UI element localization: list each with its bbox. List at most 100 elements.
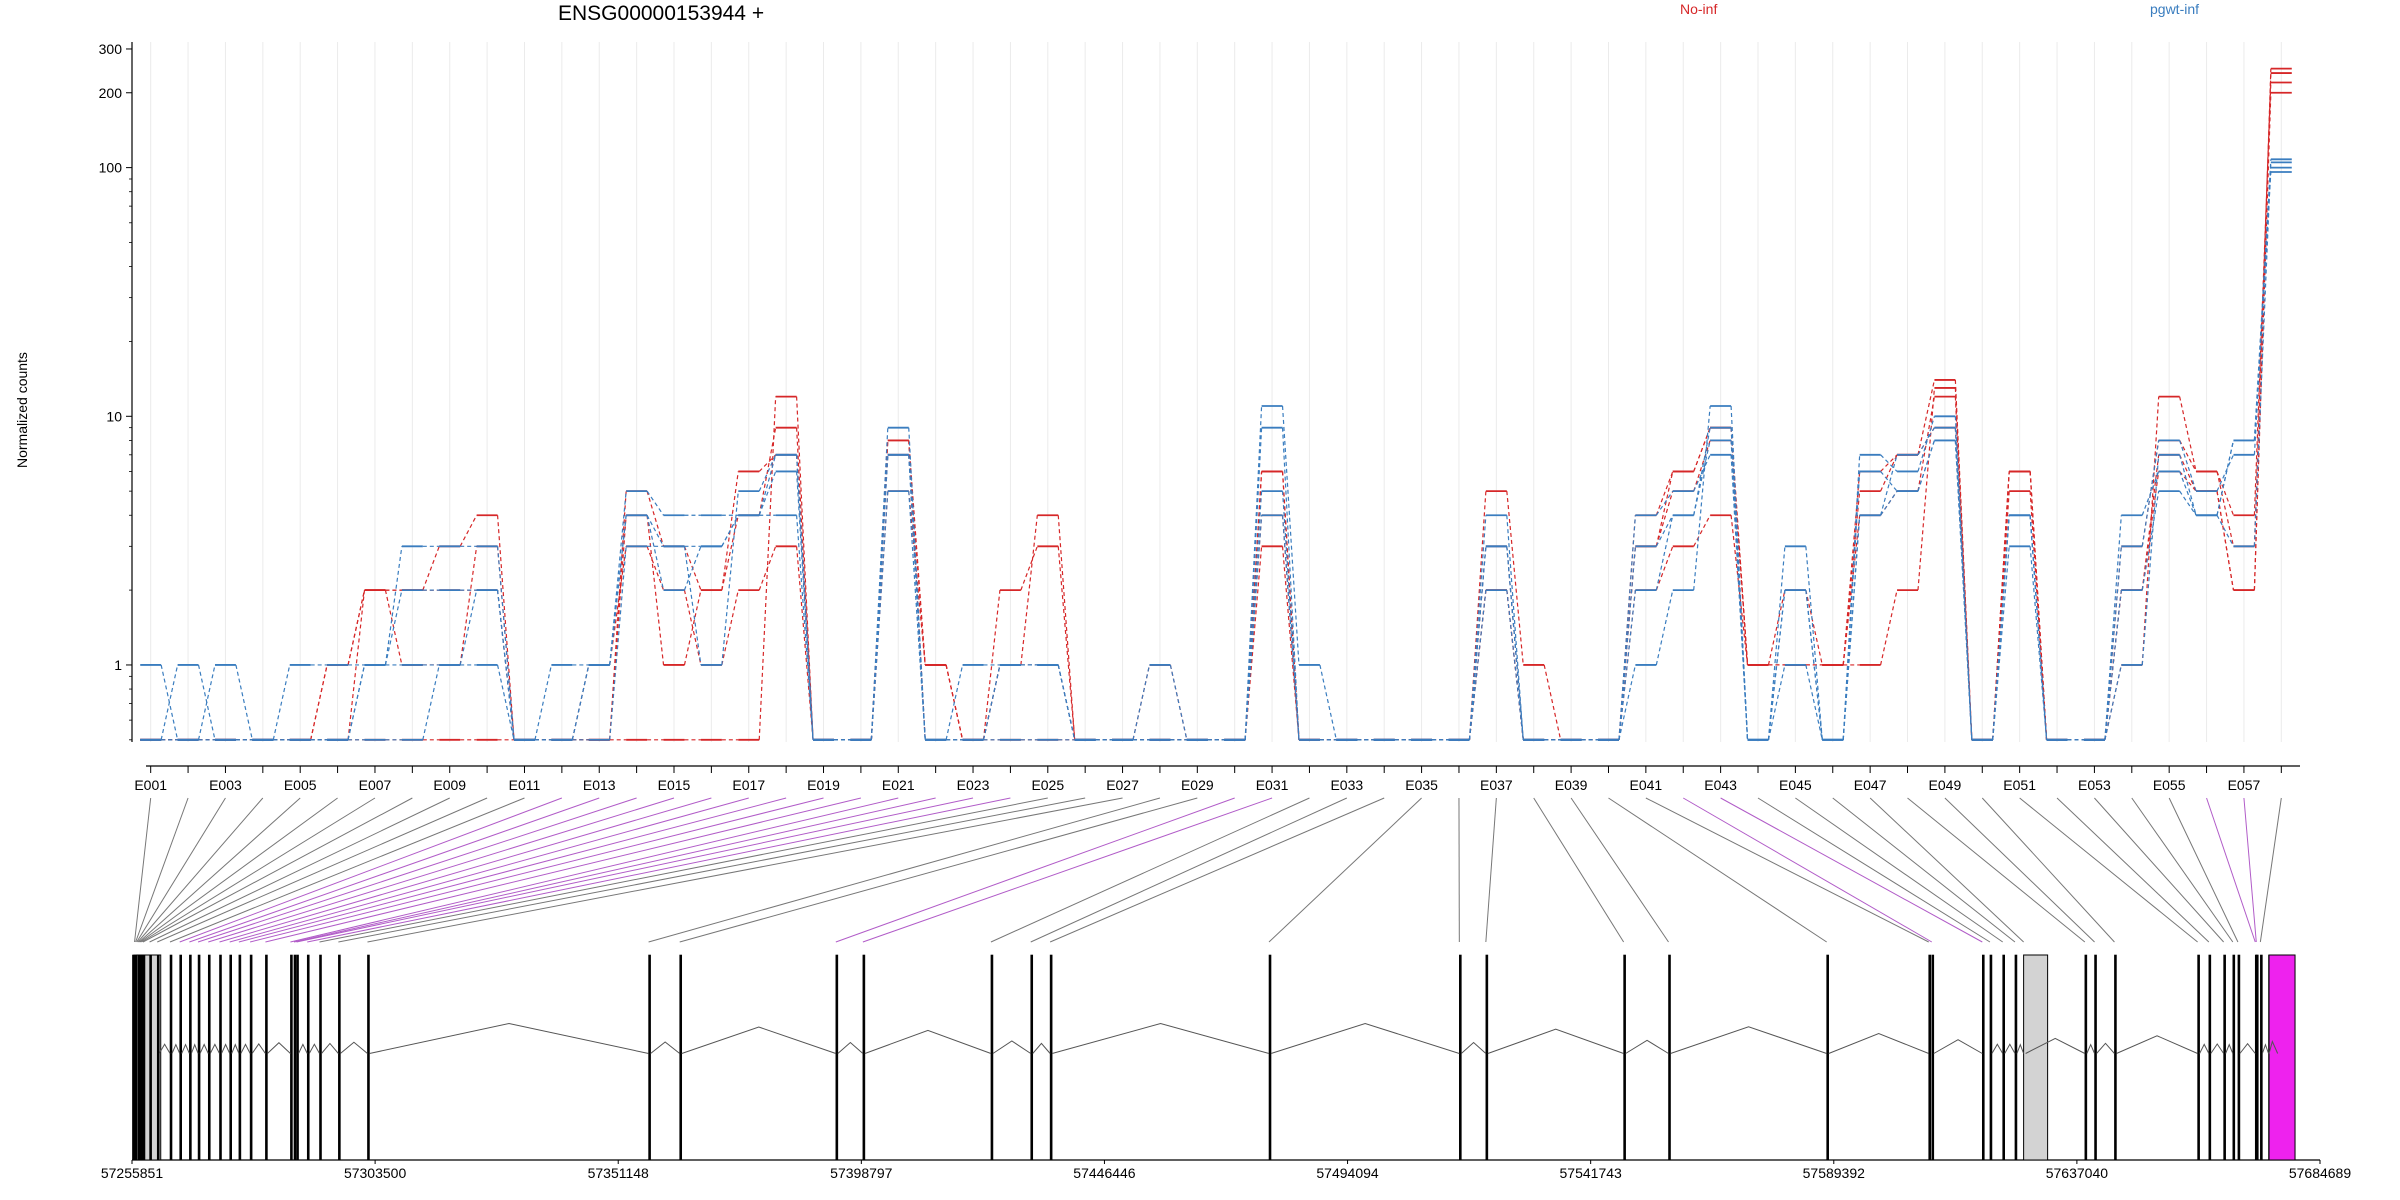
series-connector xyxy=(1730,427,1749,666)
exon-block xyxy=(1030,954,1034,1161)
series-connector xyxy=(1655,471,1674,516)
series-connector xyxy=(646,515,665,591)
x-tick-label: E031 xyxy=(1256,777,1289,793)
series-connector xyxy=(1693,440,1711,492)
series-connector xyxy=(1805,546,1823,740)
series-connector xyxy=(1281,405,1300,665)
series-connector xyxy=(1244,546,1263,740)
intron-line xyxy=(267,1042,291,1054)
series-connector xyxy=(496,664,515,740)
intron-line xyxy=(2116,1035,2198,1054)
series-connector xyxy=(1805,589,1823,666)
series-connector xyxy=(982,664,1001,740)
exon-block xyxy=(296,954,299,1161)
x-tick-label: E015 xyxy=(658,777,691,793)
series-connector xyxy=(1244,427,1263,740)
series-connector xyxy=(646,490,665,516)
exon-block xyxy=(2014,954,2018,1161)
series-8 xyxy=(140,171,2292,741)
series-connector xyxy=(1693,427,1711,516)
exon-block xyxy=(1623,954,1626,1161)
series-connector xyxy=(1468,546,1487,740)
genome-tick-label: 57255851 xyxy=(101,1165,164,1181)
exon-connector xyxy=(1795,797,2003,943)
exon-connector xyxy=(338,797,1086,943)
series-connector xyxy=(1618,546,1636,740)
series-connector xyxy=(2253,82,2272,516)
exon-block xyxy=(293,954,297,1161)
x-tick-label: E053 xyxy=(2078,777,2111,793)
series-connector xyxy=(721,589,739,666)
exon-connector xyxy=(290,797,899,943)
series-connector xyxy=(646,546,665,591)
exon-block xyxy=(990,954,994,1161)
series-connector xyxy=(609,546,627,740)
series-connector xyxy=(1655,490,1674,516)
exon-block xyxy=(169,954,173,1161)
exon-block xyxy=(1989,954,1993,1161)
series-connector xyxy=(2141,454,2160,666)
intron-line xyxy=(2004,1043,2016,1054)
intron-line xyxy=(2199,1043,2210,1054)
series-connector xyxy=(496,590,515,740)
exon-connector xyxy=(136,797,226,943)
exon-connector xyxy=(990,797,1310,943)
x-tick-label: E011 xyxy=(509,777,541,793)
series-connector xyxy=(758,427,777,516)
series-connector xyxy=(758,454,777,472)
x-tick-label: E045 xyxy=(1779,777,1812,793)
exon-connector xyxy=(219,797,712,943)
exon-connector xyxy=(189,797,600,943)
exon-connector xyxy=(1049,797,1385,943)
exon-connector xyxy=(1268,797,1422,943)
exon-connector xyxy=(135,797,189,943)
series-connector xyxy=(1655,471,1674,547)
exon-block-highlight xyxy=(2268,954,2296,1161)
x-tick-label: E003 xyxy=(209,777,242,793)
series-connector xyxy=(1169,664,1188,740)
series-connector xyxy=(721,515,739,591)
intron-line xyxy=(1460,1041,1487,1054)
series-connector xyxy=(1319,664,1337,740)
exon-block xyxy=(179,954,183,1161)
exon-block xyxy=(2255,954,2259,1161)
series-connector xyxy=(1880,490,1898,516)
y-tick-label: 200 xyxy=(99,85,123,101)
exon-connector xyxy=(648,797,1161,943)
intron-line xyxy=(2210,1043,2225,1054)
genome-tick-label: 57494094 xyxy=(1316,1165,1379,1181)
exon-connector xyxy=(2056,797,2210,943)
exon-connector xyxy=(1030,797,1348,943)
exon-connector xyxy=(238,797,787,943)
exon-connector xyxy=(1944,797,2095,943)
series-connector xyxy=(1281,427,1300,740)
exon-block xyxy=(2208,954,2212,1161)
genome-tick-label: 57398797 xyxy=(830,1165,893,1181)
series-connector xyxy=(2141,396,2160,665)
x-tick-label: E033 xyxy=(1330,777,1363,793)
series-connector xyxy=(2253,171,2272,441)
series-connector xyxy=(796,396,814,740)
exon-block xyxy=(1928,954,1932,1161)
series-connector xyxy=(2179,490,2197,516)
series-connector xyxy=(1506,590,1524,740)
series-connector xyxy=(2216,491,2235,591)
x-tick-label: E007 xyxy=(359,777,392,793)
exon-block xyxy=(2197,954,2200,1161)
series-connector xyxy=(758,396,777,740)
series-connector xyxy=(197,664,216,740)
exon-block xyxy=(207,954,211,1161)
x-tick-label: E019 xyxy=(807,777,840,793)
series-connector xyxy=(2104,590,2122,740)
exon-connector xyxy=(142,797,413,943)
series-connector xyxy=(1992,546,2010,740)
x-tick-label: E029 xyxy=(1181,777,1214,793)
exon-connector xyxy=(1832,797,2016,943)
series-connector xyxy=(459,514,478,547)
intron-line xyxy=(171,1043,181,1054)
series-connector xyxy=(646,490,665,547)
series-connector xyxy=(2179,454,2197,516)
series-connector xyxy=(1767,589,1786,666)
